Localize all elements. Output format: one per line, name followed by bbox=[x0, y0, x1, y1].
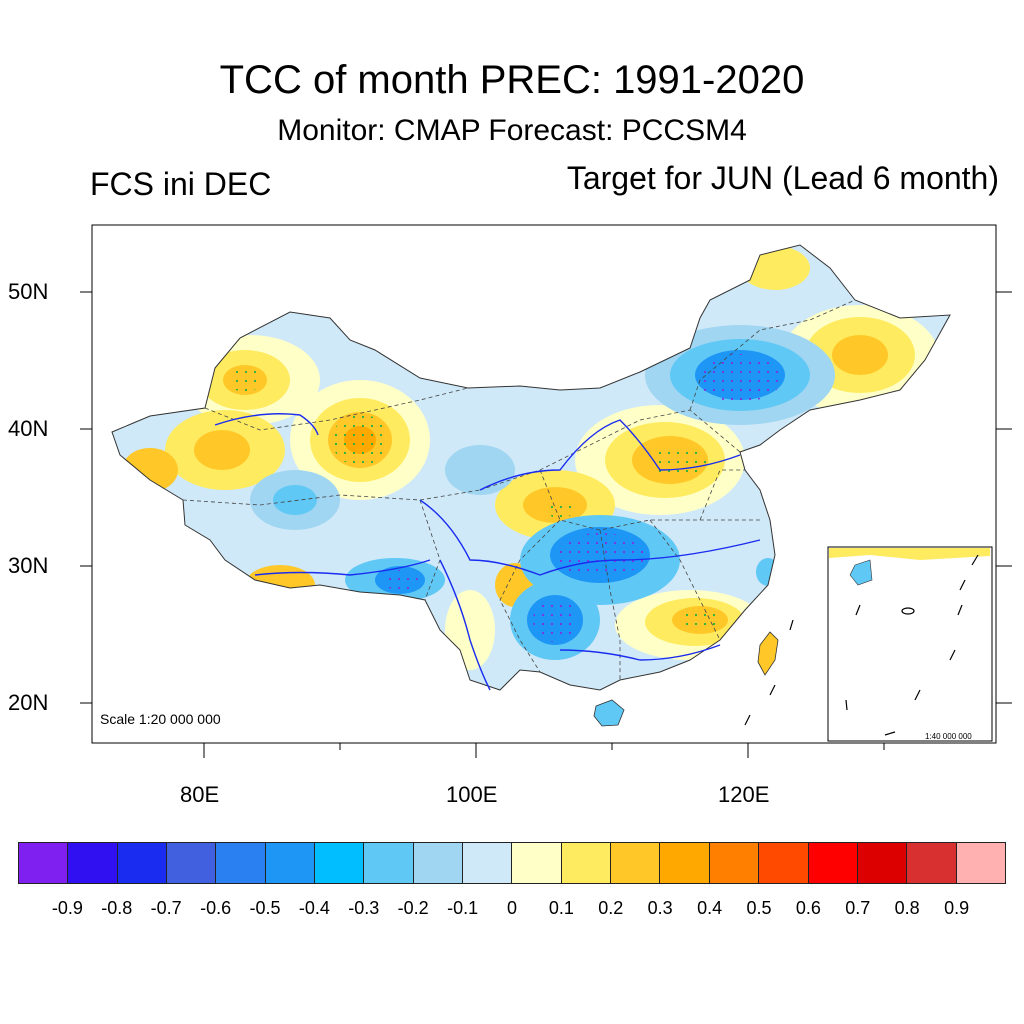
colorbar bbox=[18, 842, 1006, 884]
colorbar-swatch-0 bbox=[18, 842, 69, 884]
scale-label-main: Scale 1:20 000 000 bbox=[100, 711, 221, 727]
colorbar-swatch-4 bbox=[216, 842, 266, 884]
colorbar-swatch-11 bbox=[561, 842, 612, 884]
colorbar-swatch-10 bbox=[512, 842, 562, 884]
colorbar-label-0: -0.9 bbox=[51, 898, 83, 918]
left-label: FCS ini DEC bbox=[90, 166, 272, 202]
lon-label-120e: 120E bbox=[718, 782, 770, 807]
lon-label-100e: 100E bbox=[446, 782, 498, 807]
colorbar-swatch-18 bbox=[907, 842, 957, 884]
colorbar-swatch-6 bbox=[315, 842, 365, 884]
colorbar-label-16: 0.7 bbox=[845, 898, 871, 918]
lat-label-20n: 20N bbox=[8, 690, 49, 715]
colorbar-swatch-19 bbox=[956, 842, 1006, 884]
colorbar-label-17: 0.8 bbox=[894, 898, 920, 918]
colorbar-swatch-8 bbox=[413, 842, 464, 884]
axis-ticks bbox=[80, 291, 1012, 758]
colorbar-swatch-5 bbox=[265, 842, 316, 884]
inset-map bbox=[827, 546, 993, 742]
colorbar-swatch-15 bbox=[759, 842, 809, 884]
colorbar-swatch-14 bbox=[709, 842, 760, 884]
right-label: Target for JUN (Lead 6 month) bbox=[566, 160, 999, 196]
lat-label-50n: 50N bbox=[8, 279, 49, 304]
taiwan-island bbox=[757, 631, 779, 676]
lat-label-40n: 40N bbox=[8, 416, 49, 441]
colorbar-swatch-1 bbox=[68, 842, 118, 884]
rivers bbox=[214, 413, 761, 691]
colorbar-label-11: 0.2 bbox=[598, 898, 624, 918]
colorbar-label-2: -0.7 bbox=[150, 898, 182, 918]
lon-label-80e: 80E bbox=[180, 782, 220, 807]
colorbar-label-10: 0.1 bbox=[548, 898, 574, 918]
colorbar-label-6: -0.3 bbox=[348, 898, 380, 918]
colorbar-label-7: -0.2 bbox=[397, 898, 429, 918]
colorbar-label-8: -0.1 bbox=[447, 898, 479, 918]
colorbar-label-13: 0.4 bbox=[697, 898, 723, 918]
colorbar-label-18: 0.9 bbox=[944, 898, 970, 918]
colorbar-swatch-16 bbox=[808, 842, 858, 884]
colorbar-swatch-17 bbox=[857, 842, 908, 884]
colorbar-swatch-9 bbox=[463, 842, 513, 884]
colorbar-label-15: 0.6 bbox=[795, 898, 821, 918]
chart-subtitle: Monitor: CMAP Forecast: PCCSM4 bbox=[277, 114, 747, 147]
chart-title: TCC of month PREC: 1991-2020 bbox=[219, 58, 805, 102]
colorbar-swatch-12 bbox=[611, 842, 661, 884]
colorbar-swatch-7 bbox=[364, 842, 414, 884]
colorbar-swatch-3 bbox=[167, 842, 217, 884]
hainan-island bbox=[593, 699, 625, 727]
china-outline bbox=[111, 244, 951, 691]
colorbar-label-14: 0.5 bbox=[746, 898, 772, 918]
nine-dash-marks bbox=[744, 619, 794, 726]
colorbar-label-5: -0.4 bbox=[298, 898, 330, 918]
colorbar-label-12: 0.3 bbox=[647, 898, 673, 918]
colorbar-swatch-2 bbox=[117, 842, 168, 884]
colorbar-label-1: -0.8 bbox=[101, 898, 133, 918]
colorbar-label-9: 0 bbox=[506, 898, 518, 918]
colorbar-label-3: -0.6 bbox=[200, 898, 232, 918]
scale-label-inset: 1:40 000 000 bbox=[925, 732, 972, 741]
lat-label-30n: 30N bbox=[8, 553, 49, 578]
colorbar-label-4: -0.5 bbox=[249, 898, 281, 918]
colorbar-swatch-13 bbox=[660, 842, 710, 884]
